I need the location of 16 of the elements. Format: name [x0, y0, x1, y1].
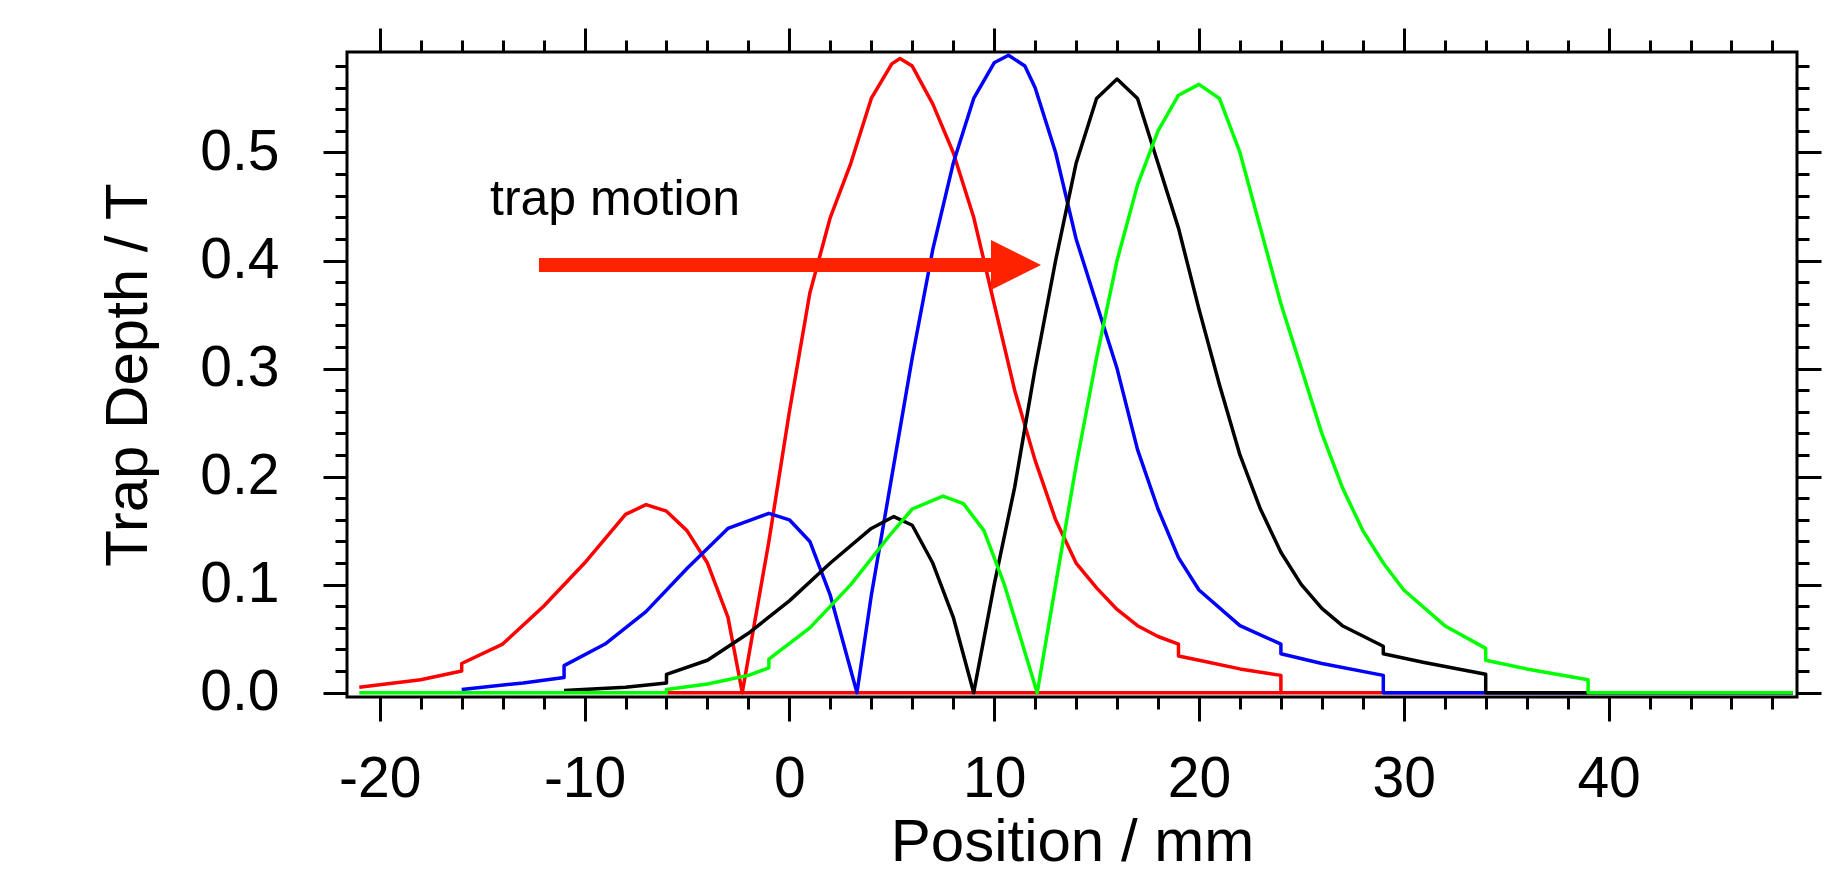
- x-axis-title: Position / mm: [890, 806, 1255, 874]
- x-tick-label: 40: [1577, 744, 1641, 809]
- y-tick-label: 0.3: [200, 334, 280, 399]
- annotation: trap motion: [490, 170, 741, 226]
- y-tick-label: 0.1: [200, 550, 280, 615]
- y-tick-label: 0.4: [200, 226, 280, 291]
- y-tick-label: 0.2: [200, 442, 280, 507]
- y-axis-title: Trap Depth / T: [93, 183, 161, 567]
- x-tick-label: 20: [1167, 744, 1232, 809]
- x-tick-label: -20: [339, 744, 422, 809]
- x-tick-label: 0: [774, 744, 806, 809]
- x-tick-label: 10: [962, 744, 1027, 809]
- x-tick-label: -10: [543, 744, 627, 809]
- y-tick-label: 0.5: [200, 117, 280, 182]
- x-tick-label: 30: [1372, 744, 1436, 809]
- y-tick-label: 0.0: [200, 658, 280, 723]
